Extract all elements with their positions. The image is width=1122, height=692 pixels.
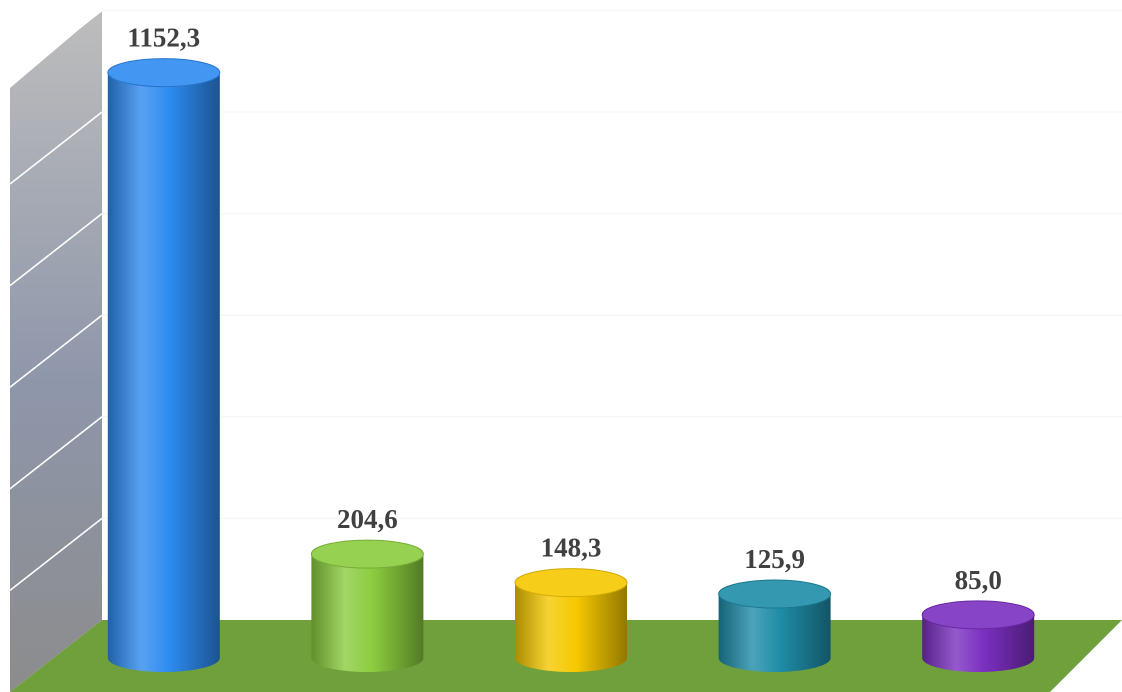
bars-group	[107, 58, 1035, 673]
bar	[107, 58, 221, 673]
data-labels-group: 1152,3 204,6 148,3 125,9 85,0	[127, 23, 1001, 595]
data-label: 148,3	[541, 533, 602, 563]
bar-body	[718, 594, 831, 673]
bar-body	[922, 614, 1035, 673]
bar-top-cap	[718, 579, 832, 609]
wall-gridline	[9, 111, 103, 185]
bar-body	[311, 554, 424, 673]
bar-top-cap	[310, 539, 424, 569]
bar	[718, 579, 832, 673]
data-label: 125,9	[744, 544, 805, 574]
gridlines	[9, 9, 1122, 592]
wall-gridline	[9, 212, 103, 287]
bar-top-cap	[514, 568, 628, 598]
bar-top-cap	[921, 600, 1035, 630]
wall-gridline	[9, 416, 103, 490]
wall-gridline	[9, 314, 103, 388]
bar-body	[515, 582, 627, 672]
data-label: 204,6	[337, 504, 398, 534]
bar	[514, 568, 628, 672]
wall-gridline	[9, 517, 103, 592]
data-label: 85,0	[955, 565, 1002, 595]
bar	[310, 539, 424, 673]
bar-top-cap	[107, 58, 221, 88]
bar-body	[107, 72, 220, 673]
bar	[921, 600, 1035, 673]
wall-gridline	[9, 9, 103, 84]
data-label: 1152,3	[127, 23, 200, 53]
